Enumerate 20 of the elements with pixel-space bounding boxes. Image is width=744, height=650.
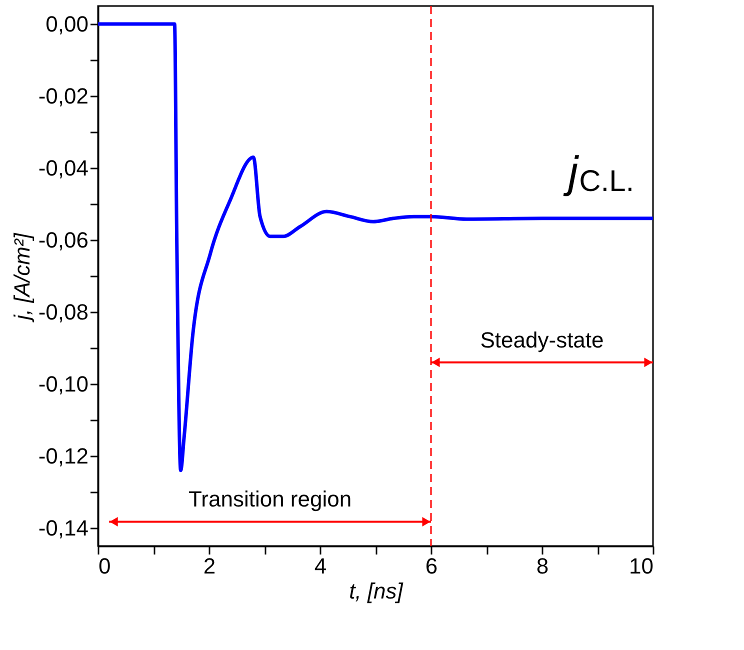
- annotation: Transition region: [188, 486, 352, 512]
- x-tick-label: 2: [203, 554, 216, 578]
- annotation: jC.L.: [563, 148, 634, 198]
- y-axis-title: j, [A/cm²]: [9, 232, 34, 323]
- y-tick-label: -0,06: [38, 228, 88, 252]
- y-tick-label: -0,14: [38, 516, 88, 540]
- y-tick-label: -0,04: [38, 156, 88, 180]
- x-tick-label: 10: [629, 554, 654, 578]
- y-tick-label: -0,10: [38, 372, 88, 396]
- y-tick-label: -0,08: [38, 300, 88, 324]
- x-tick-label: 6: [425, 554, 438, 578]
- y-tick-label: -0,12: [38, 444, 88, 468]
- x-tick-label: 8: [536, 554, 549, 578]
- x-axis-title: t, [ns]: [349, 578, 404, 604]
- x-tick-label: 4: [314, 554, 327, 578]
- y-tick-label: 0,00: [46, 12, 88, 36]
- annotation: Steady-state: [480, 327, 604, 352]
- line-series: [98, 22, 653, 472]
- y-tick-label: -0,02: [38, 84, 88, 108]
- x-tick-label: 0: [98, 554, 111, 578]
